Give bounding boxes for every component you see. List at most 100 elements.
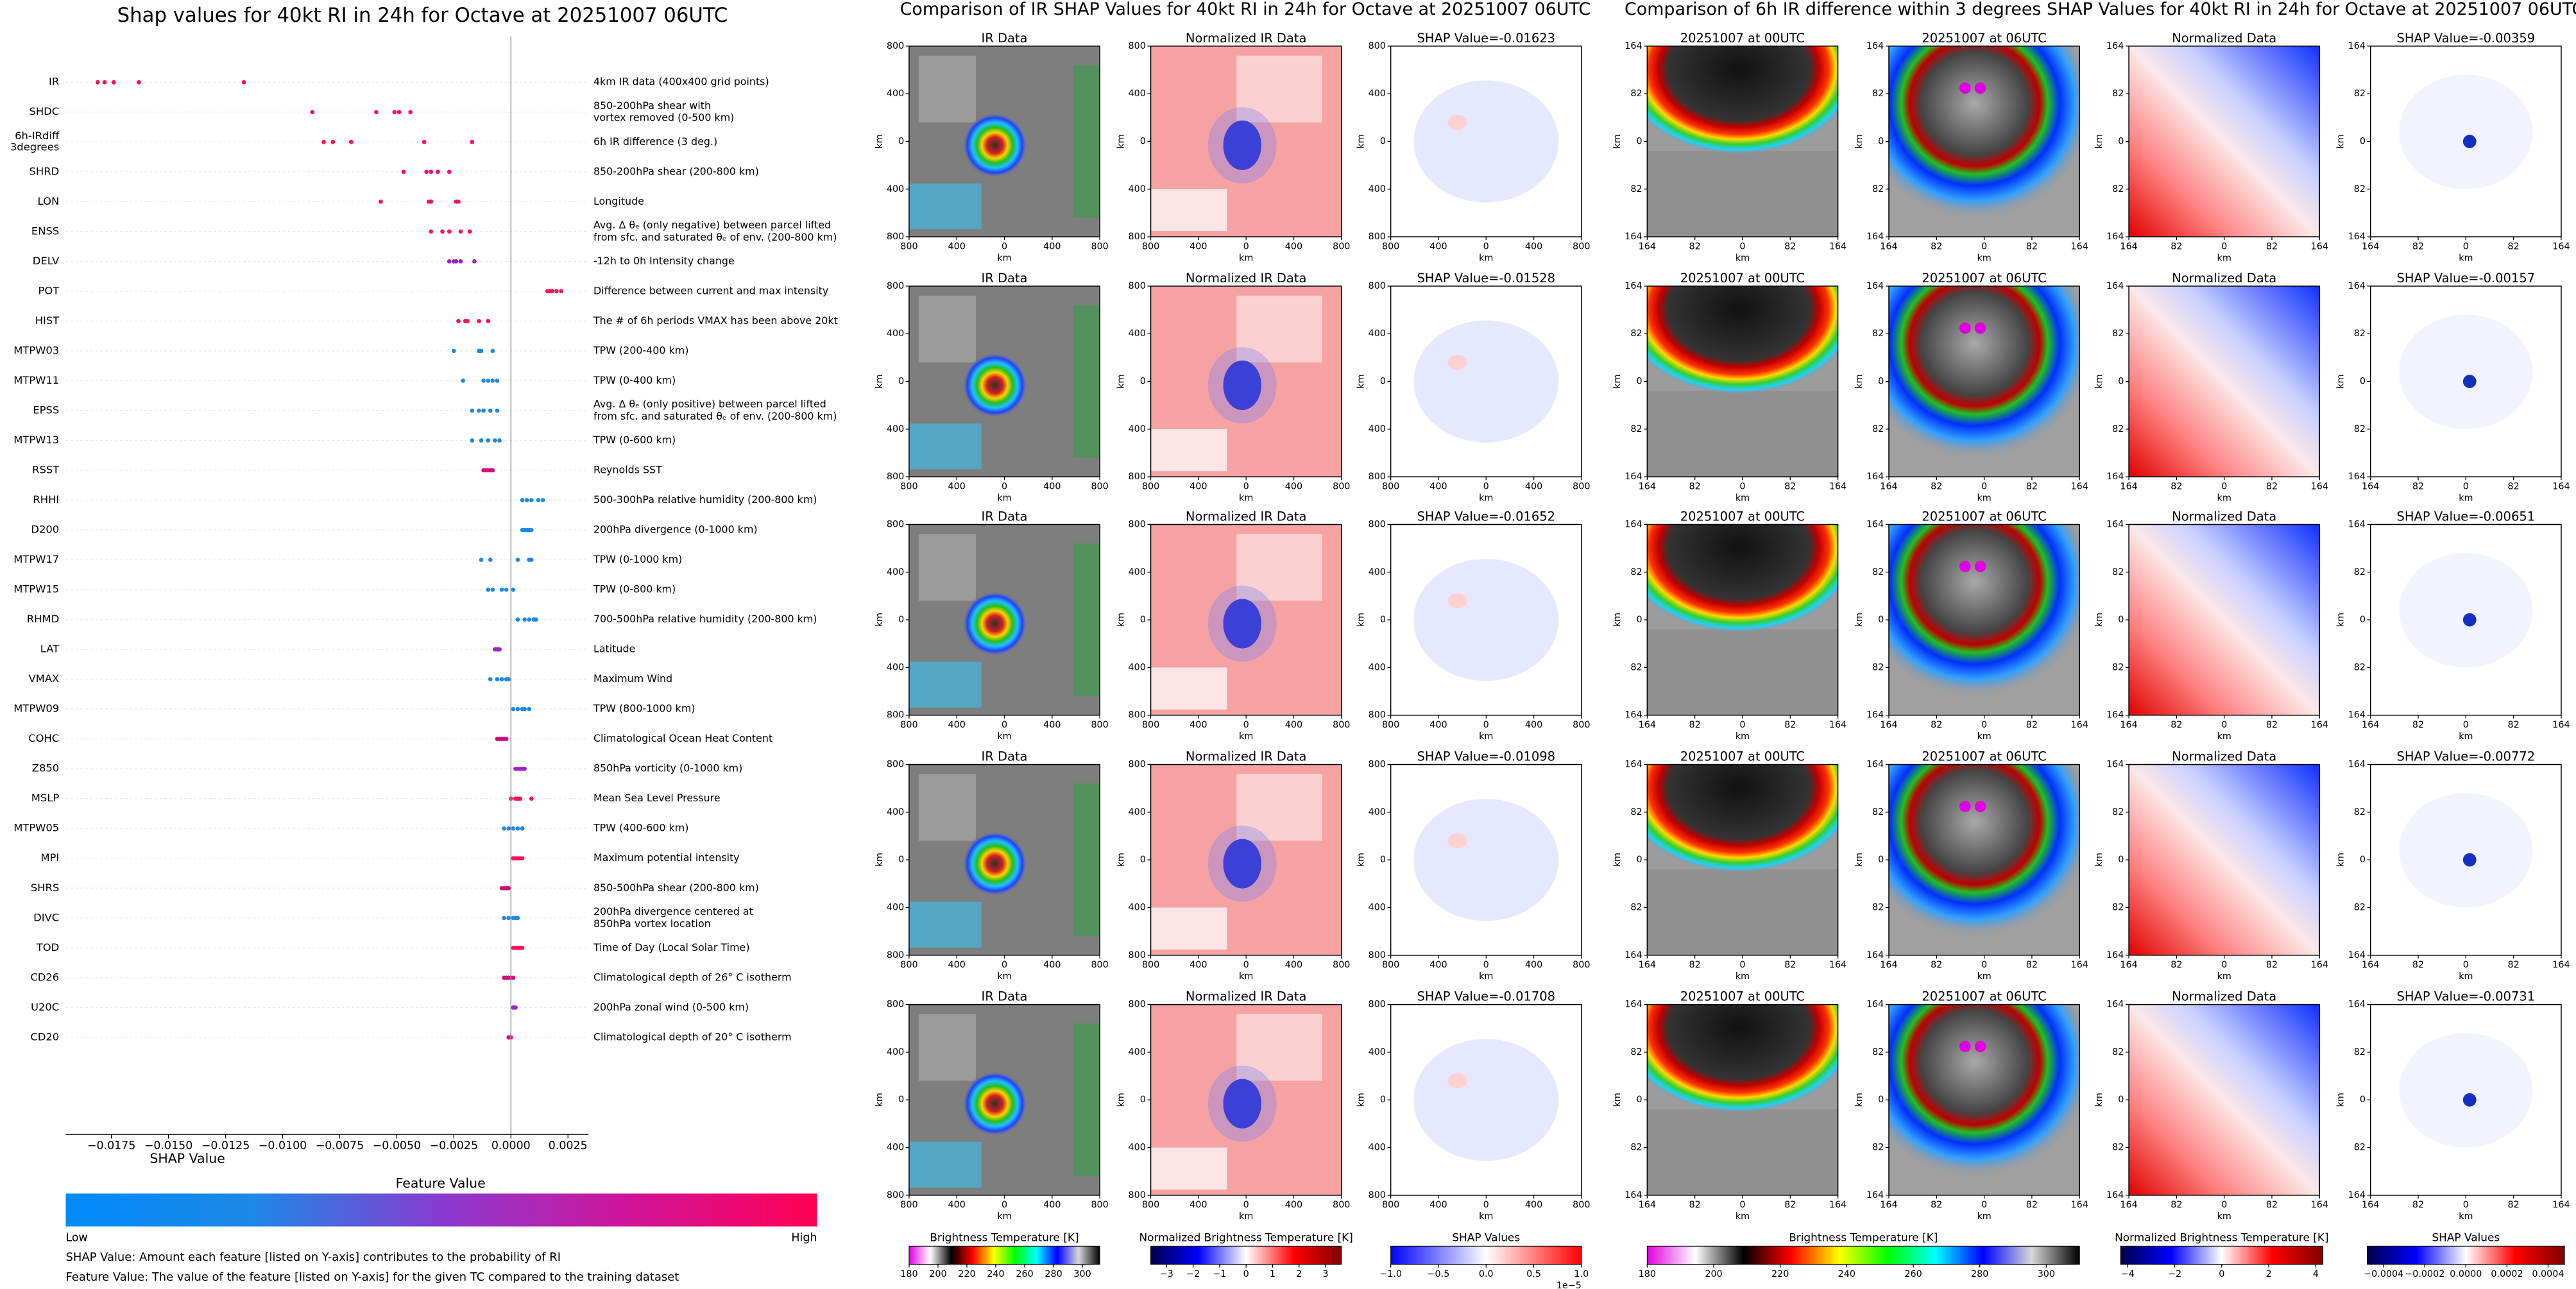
x-axis-label: km (997, 253, 1011, 263)
y-tick-label: 164 (2106, 710, 2124, 721)
x-tick-label: 400 (1190, 482, 1207, 492)
image-shape (1223, 360, 1261, 411)
x-tick-label: 800 (1382, 1200, 1399, 1210)
x-tick-label: 164 (1639, 1200, 1656, 1210)
y-tick-label: 400 (1369, 89, 1386, 99)
panel-title: Normalized IR Data (1186, 989, 1307, 1004)
colorbar-tick-label: −2 (2168, 1269, 2181, 1279)
y-tick-label: 82 (2354, 662, 2366, 672)
x-tick-label: 164 (2120, 482, 2137, 492)
y-axis-label: km (874, 1093, 885, 1107)
panel-title: SHAP Value=-0.01098 (1417, 749, 1555, 764)
x-tick-label: 82 (2508, 960, 2520, 970)
feature-description: Difference between current and max inten… (593, 284, 828, 296)
shap-dot (408, 110, 413, 115)
x-tick-label: 164 (1639, 241, 1656, 252)
panel-title: Normalized IR Data (1186, 509, 1307, 524)
x-tick-label: 82 (2508, 720, 2520, 730)
panel-title: SHAP Value=-0.00157 (2397, 271, 2536, 286)
y-tick-label: 82 (1630, 662, 1642, 672)
shap-dot (470, 408, 475, 413)
x-tick-label: 0 (1243, 1200, 1249, 1210)
y-axis-label: km (874, 134, 885, 148)
colorbar-tick-label: −2 (1186, 1269, 1200, 1279)
feature-description: vortex removed (0-500 km) (593, 112, 734, 124)
panel-image (2370, 46, 2561, 237)
image-shape (1647, 764, 1838, 873)
panel-title: 20251007 at 06UTC (1922, 271, 2046, 286)
y-tick-label: 164 (2106, 41, 2124, 51)
shap-dot (447, 259, 452, 264)
x-tick-label: 82 (1931, 960, 1942, 970)
y-tick-label: 0 (1380, 136, 1386, 146)
x-tick-label: 164 (2120, 241, 2137, 252)
y-tick-label: 82 (1872, 807, 1884, 817)
image-shape (1223, 120, 1261, 171)
y-tick-label: 82 (2354, 1047, 2366, 1057)
shap-dot (497, 647, 502, 652)
y-tick-label: 400 (887, 902, 904, 912)
y-tick-label: 400 (1129, 662, 1146, 672)
feature-name: MTPW03 (13, 344, 59, 356)
y-tick-label: 400 (1129, 902, 1146, 912)
shap-dot (493, 438, 497, 443)
x-tick-label: 82 (2026, 720, 2038, 730)
y-tick-label: 800 (887, 950, 904, 960)
image-shape (1150, 907, 1227, 950)
feature-name: MTPW17 (13, 553, 59, 565)
image-shape (1447, 114, 1467, 130)
x-tick-label: 800 (900, 960, 917, 970)
x-tick-label: 400 (1043, 720, 1061, 730)
x-tick-label: 0 (1483, 960, 1489, 970)
x-tick-label: 800 (1091, 482, 1108, 492)
image-shape (1207, 1065, 1277, 1142)
colorbar-tick-label: 180 (900, 1269, 917, 1279)
x-tick-label: −0.0075 (316, 1140, 364, 1152)
y-axis-label: km (1612, 1093, 1623, 1107)
shap-dot (515, 826, 520, 831)
panel-title: IR Data (982, 31, 1028, 46)
shap-dot (527, 706, 532, 712)
x-tick-label: 82 (1689, 241, 1701, 252)
shap-dot (515, 558, 520, 562)
x-tick-label: 400 (1285, 241, 1302, 252)
x-tick-label: 82 (2508, 482, 2520, 492)
feature-name: MTPW15 (13, 583, 59, 595)
x-tick-label: 400 (1043, 1200, 1061, 1210)
x-axis-label: km (1239, 731, 1253, 742)
x-tick-label: 800 (900, 241, 917, 252)
y-tick-label: 82 (2112, 807, 2124, 817)
x-tick-label: 0 (2221, 241, 2227, 252)
x-tick-label: 164 (1829, 241, 1847, 252)
shap-dot (520, 498, 525, 502)
x-axis-label: km (1977, 493, 1991, 503)
shap-dot (348, 139, 354, 144)
panel-image (2370, 1004, 2561, 1195)
y-axis-label: km (1854, 613, 1864, 627)
panel-image (1150, 286, 1342, 477)
x-tick-label: 0 (1739, 241, 1745, 252)
x-tick-label: 400 (1190, 1200, 1207, 1210)
feature-description: Latitude (593, 643, 635, 655)
image-shape (1447, 1073, 1467, 1089)
panel-title: Normalized Data (2172, 31, 2276, 46)
y-tick-label: 800 (1369, 472, 1386, 482)
panel-title: 20251007 at 00UTC (1680, 509, 1805, 524)
panel-title: IR Data (982, 509, 1028, 524)
x-tick-label: −0.0175 (87, 1140, 136, 1152)
shap-dot (522, 766, 527, 771)
y-tick-label: 0 (1140, 377, 1146, 387)
image-shape (1447, 833, 1467, 849)
feature-description: Reynolds SST (593, 463, 662, 475)
x-tick-label: 164 (2552, 720, 2570, 730)
y-tick-label: 0 (1380, 615, 1386, 625)
feature-description: from sfc. and saturated θₑ of env. (200-… (593, 410, 837, 422)
image-shape (2129, 524, 2320, 715)
y-axis-label: km (1116, 1093, 1126, 1107)
colorbar-label: Normalized Brightness Temperature [K] (2115, 1231, 2328, 1243)
feature-name: CD26 (30, 971, 59, 983)
y-axis-label: km (2336, 374, 2346, 388)
feature-description: 700-500hPa relative humidity (200-800 km… (593, 613, 817, 625)
image-shape (1974, 1041, 1986, 1052)
x-tick-label: 82 (2171, 720, 2182, 730)
